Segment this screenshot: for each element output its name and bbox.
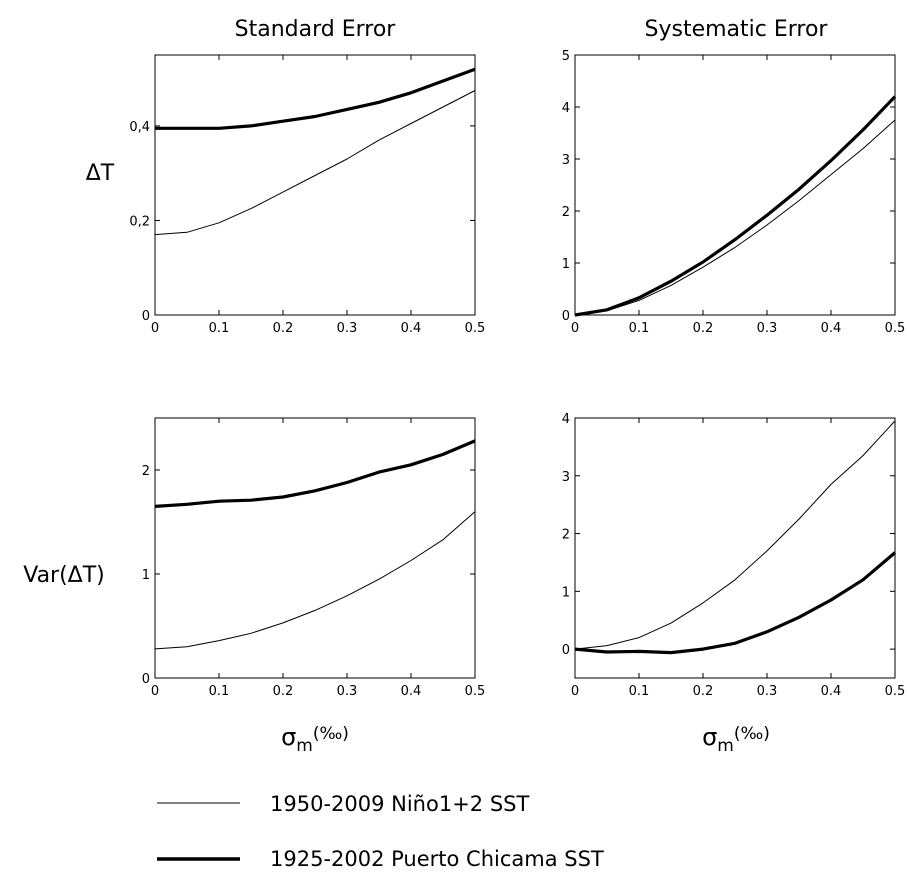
y-tick-label: 4 [562, 101, 570, 116]
row-label-var-delta-t: Var(ΔT) [23, 563, 105, 588]
series-line-nino12 [574, 420, 896, 650]
x-tick-label: 0.5 [465, 684, 486, 699]
x-tick-label: 0.5 [885, 684, 906, 699]
series-line-nino12 [574, 119, 896, 316]
plot-frame [574, 54, 896, 316]
y-tick-label: 2 [562, 528, 570, 543]
column-title-systematic-error: Systematic Error [645, 17, 829, 42]
y-tick-label: 1 [562, 257, 570, 272]
series-line-puerto-chicama [574, 95, 897, 317]
x-tick-label: 0.1 [209, 684, 230, 699]
y-tick-label: 1 [562, 585, 570, 600]
x-axis-label-left: σm(‰) [281, 723, 349, 756]
x-tick-label: 0.1 [629, 321, 650, 336]
row-label-delta-t: ΔT [86, 161, 115, 186]
x-tick-label: 0.2 [273, 321, 294, 336]
legend-label-thin: 1950-2009 Niño1+2 SST [270, 792, 529, 816]
x-axis-label-unit: (‰) [734, 724, 770, 744]
x-tick-label: 0.4 [821, 321, 842, 336]
x-axis-label-right: σm(‰) [702, 723, 770, 756]
x-tick-label: 0.2 [273, 684, 294, 699]
column-title-standard-error: Standard Error [235, 17, 397, 42]
panel-top-right: 0 0.1 0.2 0.3 0.4 0.5 0 1 2 3 4 5 [562, 49, 906, 336]
chart-panels: 0 0.1 0.2 0.3 0.4 0.500,20,40 0.1 0.2 0.3 0.4 0.50… [129, 49, 905, 699]
x-tick-label: 0.4 [401, 684, 422, 699]
panel-bottom-right: 0 0.1 0.2 0.3 0.4 0.5 0 1 2 3 4 [562, 412, 906, 699]
plot-frame [574, 417, 896, 679]
x-tick-label: 0.2 [693, 684, 714, 699]
x-tick-label: 0.3 [337, 321, 358, 336]
x-tick-label: 0.3 [757, 684, 778, 699]
y-tick-label: 4 [562, 412, 570, 427]
x-tick-label: 0 [571, 684, 579, 699]
x-tick-label: 0.4 [821, 684, 842, 699]
y-tick-label: 5 [562, 49, 570, 64]
y-tick-label: 0,4 [129, 120, 150, 135]
x-tick-label: 0.3 [337, 684, 358, 699]
y-tick-label: 0 [142, 672, 150, 687]
x-tick-label: 0.1 [629, 684, 650, 699]
y-tick-label: 0 [562, 309, 570, 324]
plot-frame [154, 54, 476, 316]
legend: 1950-2009 Niño1+2 SST 1925-2002 Puerto C… [157, 792, 604, 871]
y-tick-label: 2 [562, 205, 570, 220]
x-axis-label-symbol: σ [702, 723, 717, 751]
y-tick-label: 0,2 [129, 214, 150, 229]
y-tick-label: 0 [562, 643, 570, 658]
panel-top-left: 0 0.1 0.2 0.3 0.4 0.5 0 0,2 0,4 [129, 54, 486, 336]
series-line-puerto-chicama [154, 439, 476, 508]
x-tick-label: 0.2 [693, 321, 714, 336]
y-tick-label: 3 [562, 470, 570, 485]
x-tick-label: 0.1 [209, 321, 230, 336]
y-tick-label: 3 [562, 153, 570, 168]
series-line-nino12 [154, 90, 476, 236]
x-tick-label: 0 [151, 684, 159, 699]
x-tick-label: 0 [151, 321, 159, 336]
panel-bottom-left: 0 0.1 0.2 0.3 0.4 0.5 0 1 2 [142, 417, 486, 699]
x-tick-label: 0.5 [885, 321, 906, 336]
x-axis-label-unit: (‰) [313, 724, 349, 744]
series-line-nino12 [154, 511, 476, 650]
y-tick-label: 2 [142, 464, 150, 479]
x-tick-label: 0.4 [401, 321, 422, 336]
x-axis-label-subscript: m [717, 736, 734, 756]
x-tick-label: 0 [571, 321, 579, 336]
x-tick-label: 0.3 [757, 321, 778, 336]
plot-frame [154, 417, 476, 679]
series-line-puerto-chicama [574, 551, 897, 655]
x-axis-label-symbol: σ [281, 723, 296, 751]
y-tick-label: 1 [142, 568, 150, 583]
y-tick-label: 0 [142, 309, 150, 324]
series-line-puerto-chicama [155, 67, 476, 130]
x-axis-label-subscript: m [296, 736, 313, 756]
legend-label-thick: 1925-2002 Puerto Chicama SST [270, 847, 604, 871]
x-tick-label: 0.5 [465, 321, 486, 336]
